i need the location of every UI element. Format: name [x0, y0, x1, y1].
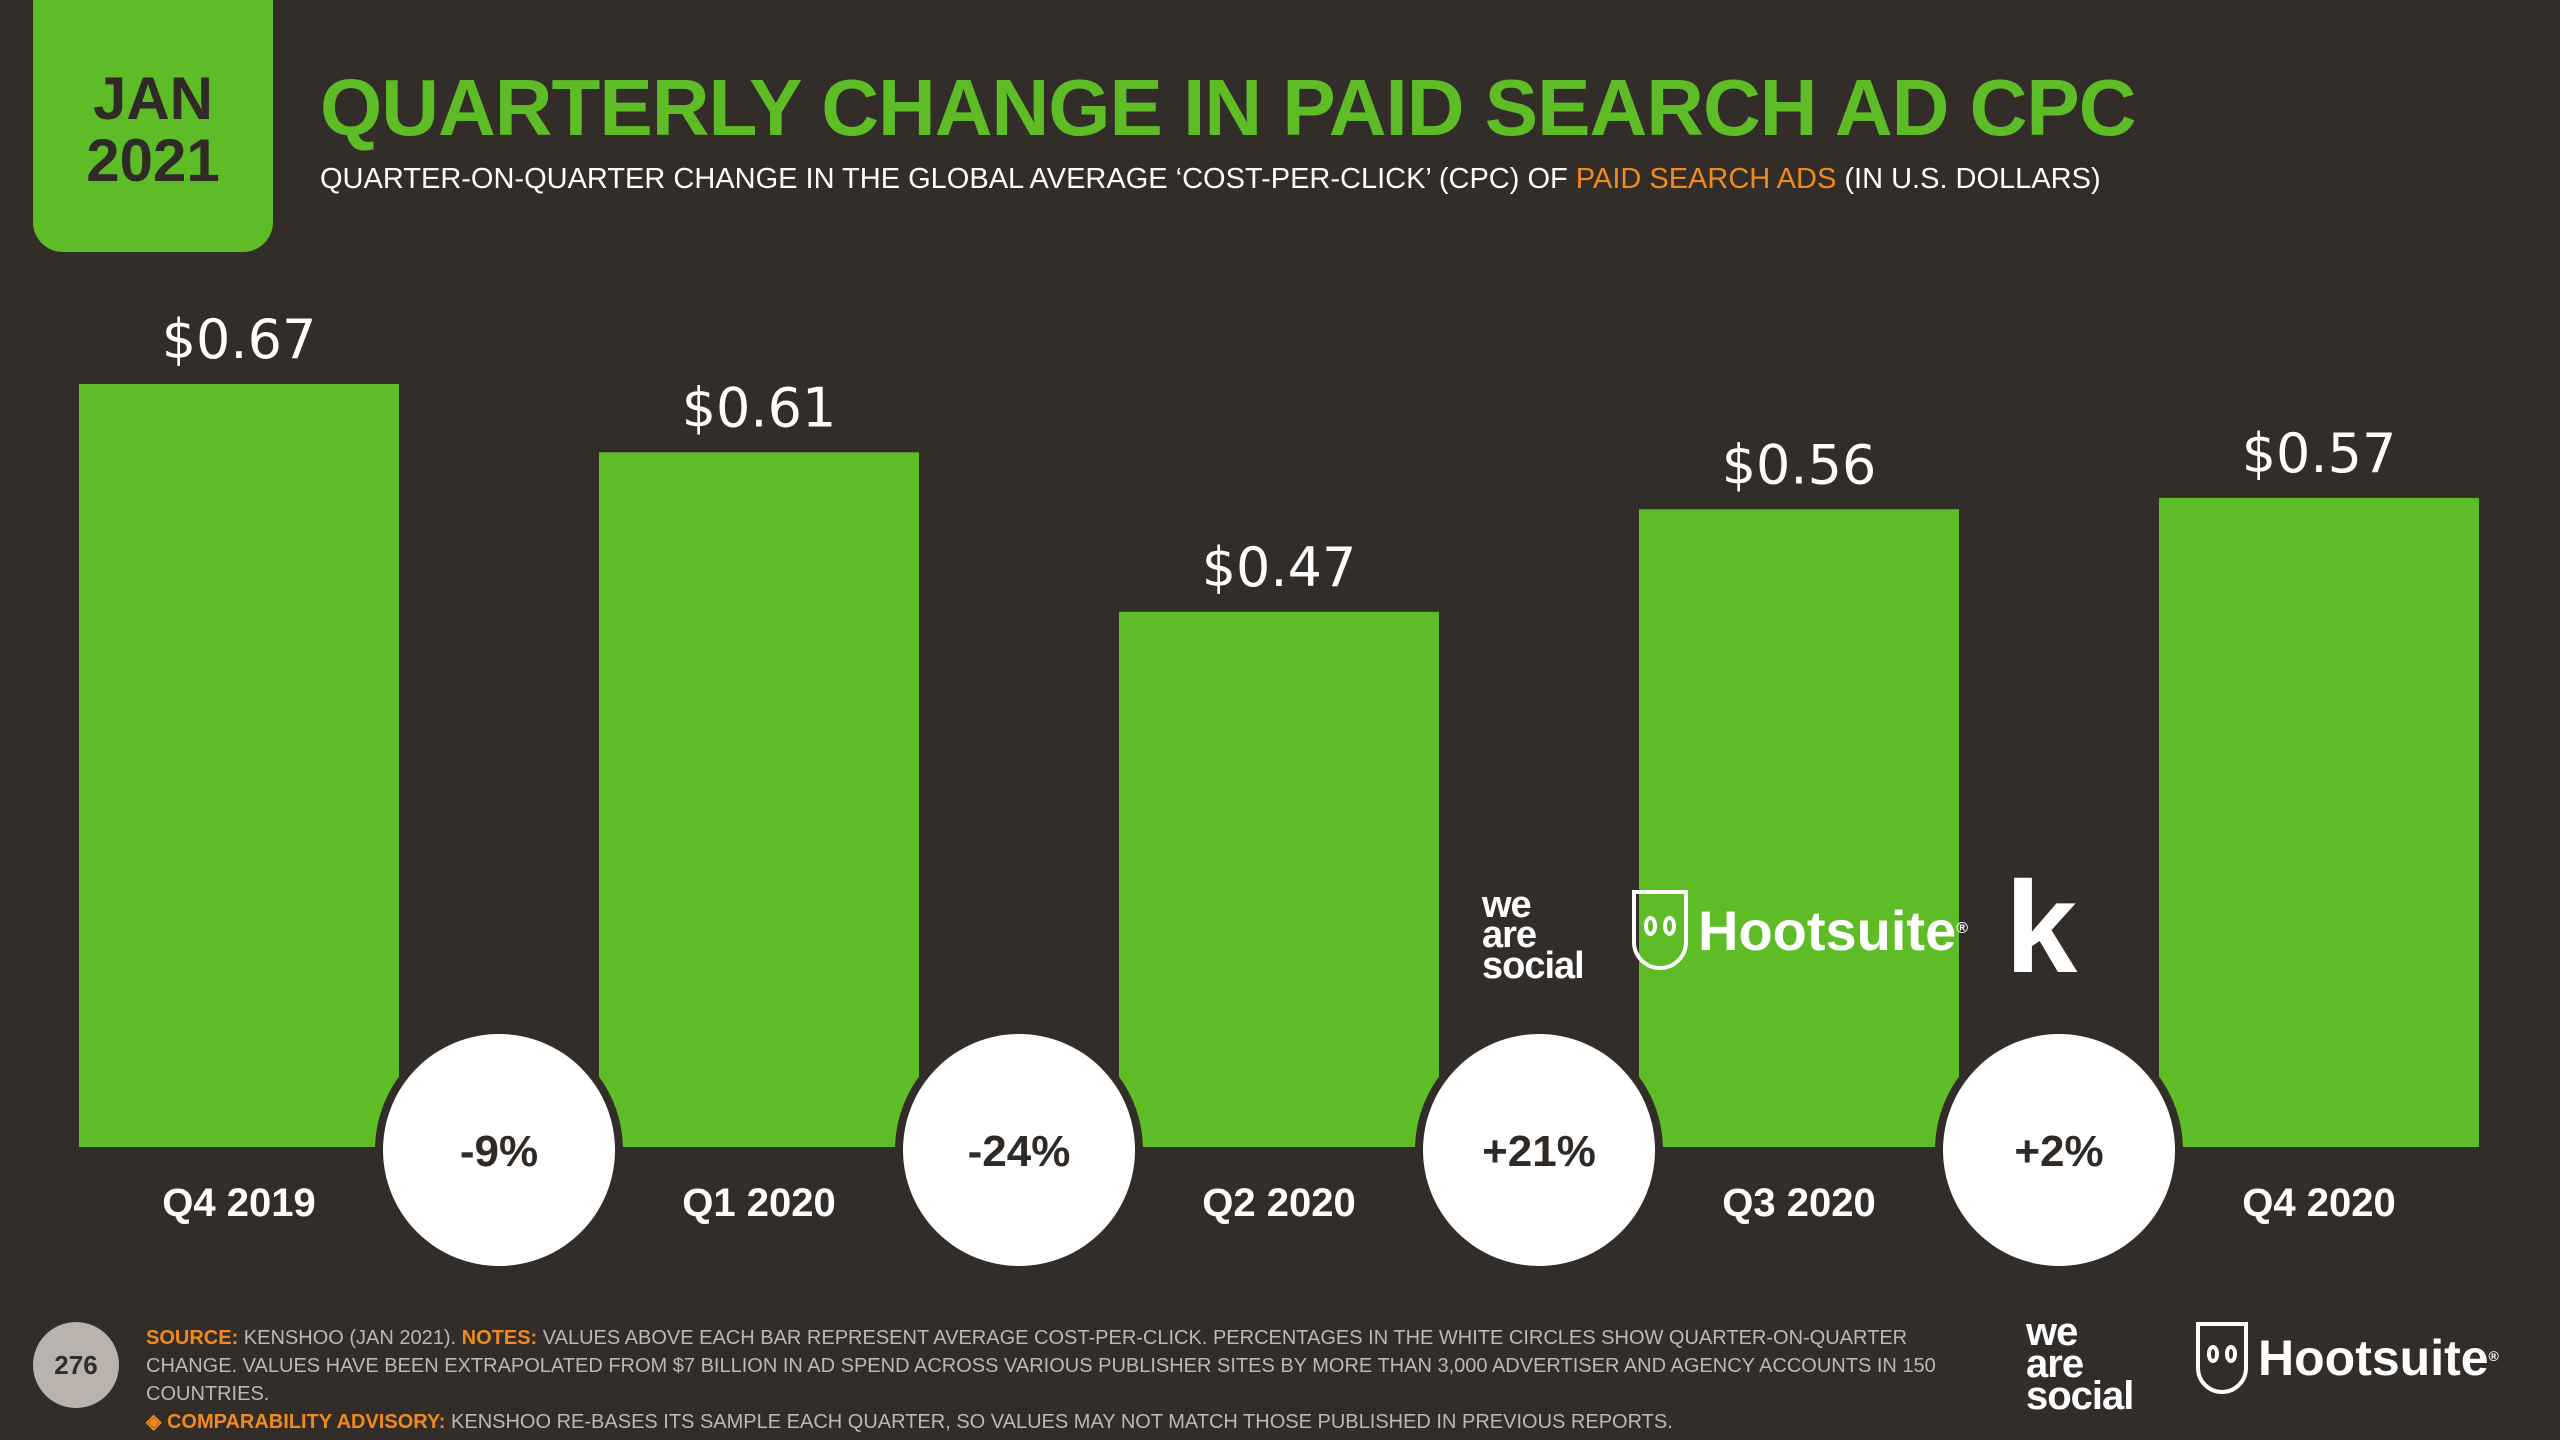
change-circle-1 [383, 1034, 615, 1266]
change-label-2: -24% [968, 1127, 1071, 1176]
change-label-4: +2% [2014, 1127, 2103, 1176]
category-label-q1-2020: Q1 2020 [682, 1181, 835, 1225]
notes-label: NOTES: [461, 1327, 538, 1349]
bar-q2-2020 [1119, 611, 1439, 1147]
page-subtitle: QUARTER-ON-QUARTER CHANGE IN THE GLOBAL … [320, 163, 2101, 196]
page-title: QUARTERLY CHANGE IN PAID SEARCH AD CPC [320, 63, 2137, 152]
category-label-q2-2020: Q2 2020 [1202, 1181, 1355, 1225]
we-are-social-logo: we are social [1482, 884, 1585, 987]
change-circle-4 [1943, 1034, 2175, 1266]
bar-value-label-q3-2020: $0.56 [1722, 433, 1877, 496]
change-circle-2 [903, 1034, 1135, 1266]
date-badge: JAN 2021 [33, 0, 273, 252]
footer-hootsuite-logo: Hootsuite ® [2196, 1322, 2499, 1394]
category-label-q3-2020: Q3 2020 [1722, 1181, 1875, 1225]
was-line-2: are [1482, 914, 1537, 957]
source-text: KENSHOO (JAN 2021). [238, 1327, 462, 1349]
kenshoo-logo: k [2005, 854, 2078, 1000]
subtitle-suffix: (IN U.S. DOLLARS) [1836, 163, 2101, 195]
bar-value-label-q1-2020: $0.61 [682, 376, 837, 439]
footer-hootsuite-wordmark: Hootsuite [2258, 1330, 2489, 1386]
bar-value-label-q2-2020: $0.47 [1202, 536, 1357, 599]
was-line-1: we [1482, 884, 1532, 926]
footer-registered-mark: ® [2488, 1348, 2499, 1364]
badge-month: JAN [92, 65, 214, 132]
footer-we-are-social-logo: we are social [2026, 1310, 2134, 1418]
source-label: SOURCE: [146, 1327, 239, 1349]
badge-year: 2021 [86, 127, 220, 194]
source-notes: SOURCE: KENSHOO (JAN 2021). NOTES: VALUE… [146, 1324, 1986, 1436]
hootsuite-wordmark: Hootsuite [1698, 898, 1957, 962]
bar-value-label-q4-2019: $0.67 [162, 308, 317, 371]
bar-value-label-q4-2020: $0.57 [2242, 422, 2397, 485]
notes-text: VALUES ABOVE EACH BAR REPRESENT AVERAGE … [146, 1327, 1936, 1405]
bar-q3-2020 [1639, 509, 1959, 1147]
change-label-1: -9% [460, 1127, 538, 1176]
hootsuite-logo: Hootsuite ® [1632, 890, 1968, 970]
owl-icon [1632, 890, 1688, 970]
category-label-q4-2019: Q4 2019 [162, 1181, 315, 1225]
bar-q1-2020 [599, 452, 919, 1147]
footer-was-line-3: social [2026, 1374, 2134, 1418]
subtitle-highlight: PAID SEARCH ADS [1575, 163, 1837, 195]
bar-q4-2020 [2159, 497, 2479, 1147]
page-number: 276 [33, 1322, 119, 1408]
footer-was-line-1: we [2026, 1310, 2078, 1354]
advisory-text: KENSHOO RE-BASES ITS SAMPLE EACH QUARTER… [445, 1411, 1673, 1433]
advisory-label: ◈ COMPARABILITY ADVISORY: [146, 1411, 446, 1433]
footer-owl-icon [2196, 1322, 2248, 1394]
category-label-q4-2020: Q4 2020 [2242, 1181, 2395, 1225]
change-circle-3 [1423, 1034, 1655, 1266]
was-line-3: social [1482, 944, 1585, 987]
subtitle-text: QUARTER-ON-QUARTER CHANGE IN THE GLOBAL … [320, 163, 1576, 195]
registered-mark: ® [1956, 920, 1969, 937]
footer-was-line-2: are [2026, 1342, 2084, 1386]
bar-q4-2019 [79, 384, 399, 1147]
change-label-3: +21% [1482, 1127, 1596, 1176]
